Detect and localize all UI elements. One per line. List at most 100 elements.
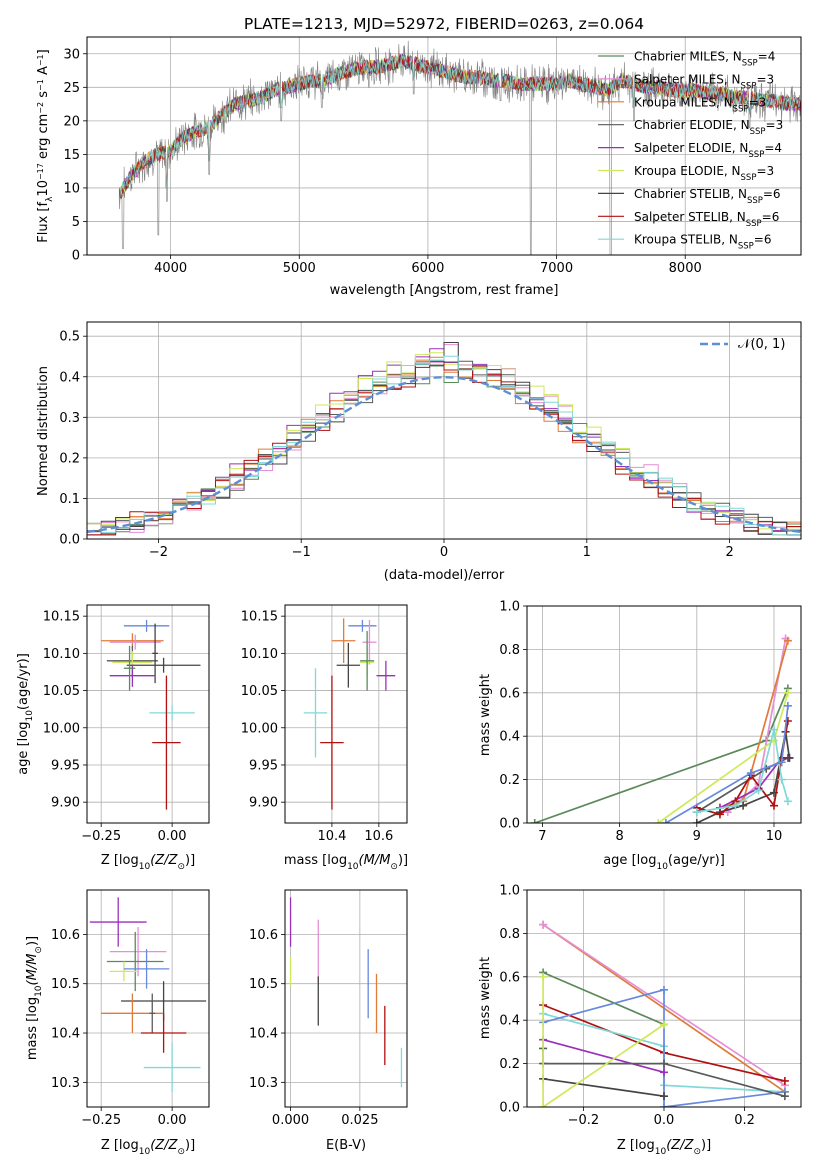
age_vs_Z-xlabel: Z [log10(Z/Z⊙)] — [101, 1138, 195, 1157]
massweight_vs_age-plot — [530, 634, 794, 823]
x-tick-label: 2 — [725, 545, 733, 560]
x-tick-label: 0.00 — [158, 829, 187, 844]
weight-series-line — [542, 988, 786, 1107]
x-tick-label: 8 — [615, 829, 623, 844]
y-tick-label: 10.05 — [241, 684, 278, 699]
weight-marker — [530, 819, 539, 823]
y-tick-label: 15 — [63, 148, 80, 163]
age_vs_Z-axes — [87, 605, 209, 823]
mass-ylabel: mass [log10(M/M⊙)] — [25, 936, 44, 1060]
y-tick-label: 0.2 — [499, 773, 520, 788]
weight-marker — [746, 769, 755, 778]
x-tick-label: −2 — [149, 545, 168, 560]
normal-curve — [87, 375, 801, 534]
y-tick-label: 10.3 — [51, 1076, 80, 1091]
y-tick-label: 10.5 — [51, 977, 80, 992]
x-tick-label: 6000 — [411, 261, 444, 276]
y-tick-label: 0.8 — [499, 643, 520, 658]
x-tick-label: 0.0 — [654, 1113, 675, 1128]
x-tick-label: −0.25 — [81, 829, 121, 844]
age_vs_Z-xlabel: Z [log10(Z/Z⊙)] — [101, 853, 195, 872]
y-tick-label: 5 — [72, 215, 80, 230]
age_vs_mass-xlabel: mass [log10(M/M⊙)] — [284, 853, 408, 872]
y-tick-label: 30 — [63, 47, 80, 62]
mw-z-ylabel: mass weight — [478, 957, 493, 1039]
legend-label: Kroupa MILES, NSSP=3 — [634, 95, 766, 114]
weight-series-line — [665, 705, 789, 823]
legend-label: Chabrier MILES, NSSP=4 — [634, 50, 775, 69]
age-ylabel: age [log10(age/yr)] — [16, 653, 35, 775]
y-tick-label: 9.90 — [249, 796, 278, 811]
y-tick-label: 10.6 — [249, 928, 278, 943]
weight-marker — [654, 819, 663, 823]
x-tick-label: 5000 — [283, 261, 316, 276]
weight-marker — [660, 1059, 668, 1068]
axes-frame — [86, 36, 802, 256]
y-tick-label: 0.2 — [499, 1057, 520, 1072]
model-spectrum — [119, 53, 801, 198]
y-tick-label: 10.5 — [249, 977, 278, 992]
legend-label: Chabrier ELODIE, NSSP=3 — [634, 118, 783, 137]
mass_vs_ebv-frame: 0.000 0.025 10.3 10.4 10.5 10.6 — [249, 889, 408, 1128]
age-ylabel-group: age [log10(age/yr)] — [16, 653, 35, 775]
residual-legend: 𝒩(0, 1) — [700, 337, 785, 352]
weight-marker — [539, 972, 548, 981]
weight-series-line — [542, 976, 665, 1107]
y-tick-label: 0.8 — [499, 927, 520, 942]
y-tick-label: 10.05 — [43, 684, 80, 699]
y-tick-label: 10.10 — [43, 647, 80, 662]
y-tick-label: 20 — [63, 114, 80, 129]
spectrum-plot — [118, 40, 801, 255]
spectrum-ylabel: Flux [fλ10−17 erg cm−2 s−1 A−1] — [36, 49, 56, 242]
mass_vs_Z-plot — [89, 897, 207, 1093]
weight-marker — [769, 801, 778, 810]
x-tick-label: 1 — [583, 545, 591, 560]
weight-marker — [692, 819, 701, 823]
x-tick-label: 9 — [693, 829, 701, 844]
axes-frame — [284, 889, 408, 1108]
age_vs_mass-frame: 10.4 10.6 9.90 9.95 10.00 10.05 10.10 10.15 — [241, 604, 408, 844]
weight-marker — [660, 1068, 668, 1077]
y-tick-label: 10.00 — [43, 721, 80, 736]
y-tick-label: 0.6 — [499, 686, 520, 701]
y-tick-label: 10.4 — [249, 1027, 278, 1042]
weight-marker — [783, 636, 792, 645]
mass_vs_ebv-plot — [289, 897, 403, 1088]
y-tick-label: 0.1 — [59, 492, 80, 507]
weight-marker — [539, 920, 548, 929]
mass-ylabel-group: mass [log10(M/M⊙)] — [25, 936, 44, 1060]
weight-series-line — [696, 729, 789, 813]
weight-marker — [739, 801, 748, 810]
x-tick-label: 0.000 — [272, 1113, 309, 1128]
y-tick-label: 10.10 — [241, 647, 278, 662]
weight-marker — [783, 717, 792, 726]
spectrum-ylabel-group: Flux [fλ10−17 erg cm−2 s−1 A−1] — [36, 49, 56, 242]
age_vs_mass-axes — [285, 605, 407, 823]
y-tick-label: 25 — [63, 81, 80, 96]
x-tick-label: −0.25 — [81, 1113, 121, 1128]
legend-label: 𝒩(0, 1) — [738, 337, 785, 352]
legend-label: Kroupa STELIB, NSSP=6 — [634, 233, 772, 252]
y-tick-label: 0.2 — [59, 451, 80, 466]
x-tick-label: −0.2 — [568, 1113, 600, 1128]
weight-marker — [660, 985, 668, 994]
y-tick-label: 10.15 — [241, 610, 278, 625]
y-tick-label: 9.95 — [249, 758, 278, 773]
x-tick-label: 10 — [766, 829, 783, 844]
weight-marker — [769, 725, 778, 734]
spectrum-frame: 4000 5000 6000 7000 8000 0 5 10 15 20 25 30 — [63, 36, 802, 276]
x-tick-label: −1 — [292, 545, 311, 560]
age_vs_Z-plot — [101, 619, 201, 810]
weight-marker — [785, 753, 794, 762]
y-tick-label: 1.0 — [499, 884, 520, 899]
y-tick-label: 9.90 — [51, 796, 80, 811]
residuals-plot — [87, 342, 801, 536]
residual-histogram — [87, 342, 801, 536]
spectrum-xlabel: wavelength [Angstrom, rest frame] — [330, 283, 559, 298]
x-tick-label: 0.025 — [341, 1113, 378, 1128]
weight-marker — [731, 801, 740, 810]
weight-series-line — [542, 1077, 665, 1098]
residual-xlabel: (data-model)/error — [384, 568, 505, 583]
weight-marker — [777, 758, 786, 767]
